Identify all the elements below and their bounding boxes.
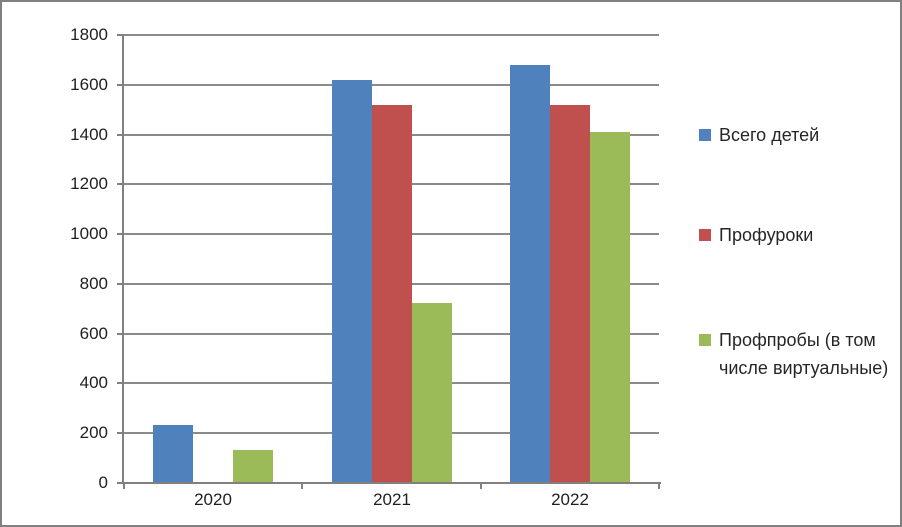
y-tick-mark-200 [117,432,124,434]
y-tick-label-1000: 1000 [70,224,108,243]
legend-label: Профпробы (в том числе виртуальные) [719,330,889,378]
y-tick-mark-800 [117,283,124,285]
bar-2021-series-0 [332,80,372,482]
y-tick-label-600: 600 [79,324,108,343]
y-tick-mark-1000 [117,233,124,235]
x-category-label-2021: 2021 [373,490,411,509]
x-tick-mark-1 [301,482,303,489]
bar-2021-series-2 [412,303,452,482]
gridline-1600 [124,84,659,86]
y-axis-line [122,34,124,484]
y-tick-mark-1400 [117,134,124,136]
y-tick-label-800: 800 [79,274,108,293]
y-tick-mark-0 [117,482,124,484]
legend-item-0: Всего детей [699,121,819,149]
legend-swatch-icon [699,129,711,141]
x-axis-line [122,482,661,484]
y-tick-mark-1800 [117,34,124,36]
y-tick-label-1400: 1400 [70,125,108,144]
y-tick-mark-600 [117,333,124,335]
y-tick-label-1600: 1600 [70,75,108,94]
x-tick-mark-3 [658,482,660,489]
y-tick-label-400: 400 [79,373,108,392]
y-tick-label-200: 200 [79,423,108,442]
legend-item-2: Профпробы (в том числе виртуальные) [699,326,891,382]
gridline-1800 [124,34,659,36]
bar-2022-series-1 [550,105,590,482]
x-tick-mark-0 [123,482,125,489]
x-tick-mark-2 [480,482,482,489]
bar-2022-series-2 [590,132,630,482]
y-tick-mark-1200 [117,183,124,185]
x-category-label-2020: 2020 [194,490,232,509]
legend-swatch-icon [699,229,711,241]
y-tick-mark-400 [117,382,124,384]
x-category-label-2022: 2022 [551,490,589,509]
legend-swatch-icon [699,334,711,346]
bar-2021-series-1 [372,105,412,482]
legend-label: Профуроки [719,225,814,245]
y-tick-mark-1600 [117,84,124,86]
y-tick-label-1800: 1800 [70,25,108,44]
legend-label: Всего детей [719,125,820,145]
bar-2022-series-0 [510,65,550,482]
y-tick-label-1200: 1200 [70,174,108,193]
bar-2020-series-2 [233,450,273,482]
legend-item-1: Профуроки [699,221,813,249]
y-tick-label-0: 0 [98,473,108,492]
bar-2020-series-0 [153,425,193,482]
